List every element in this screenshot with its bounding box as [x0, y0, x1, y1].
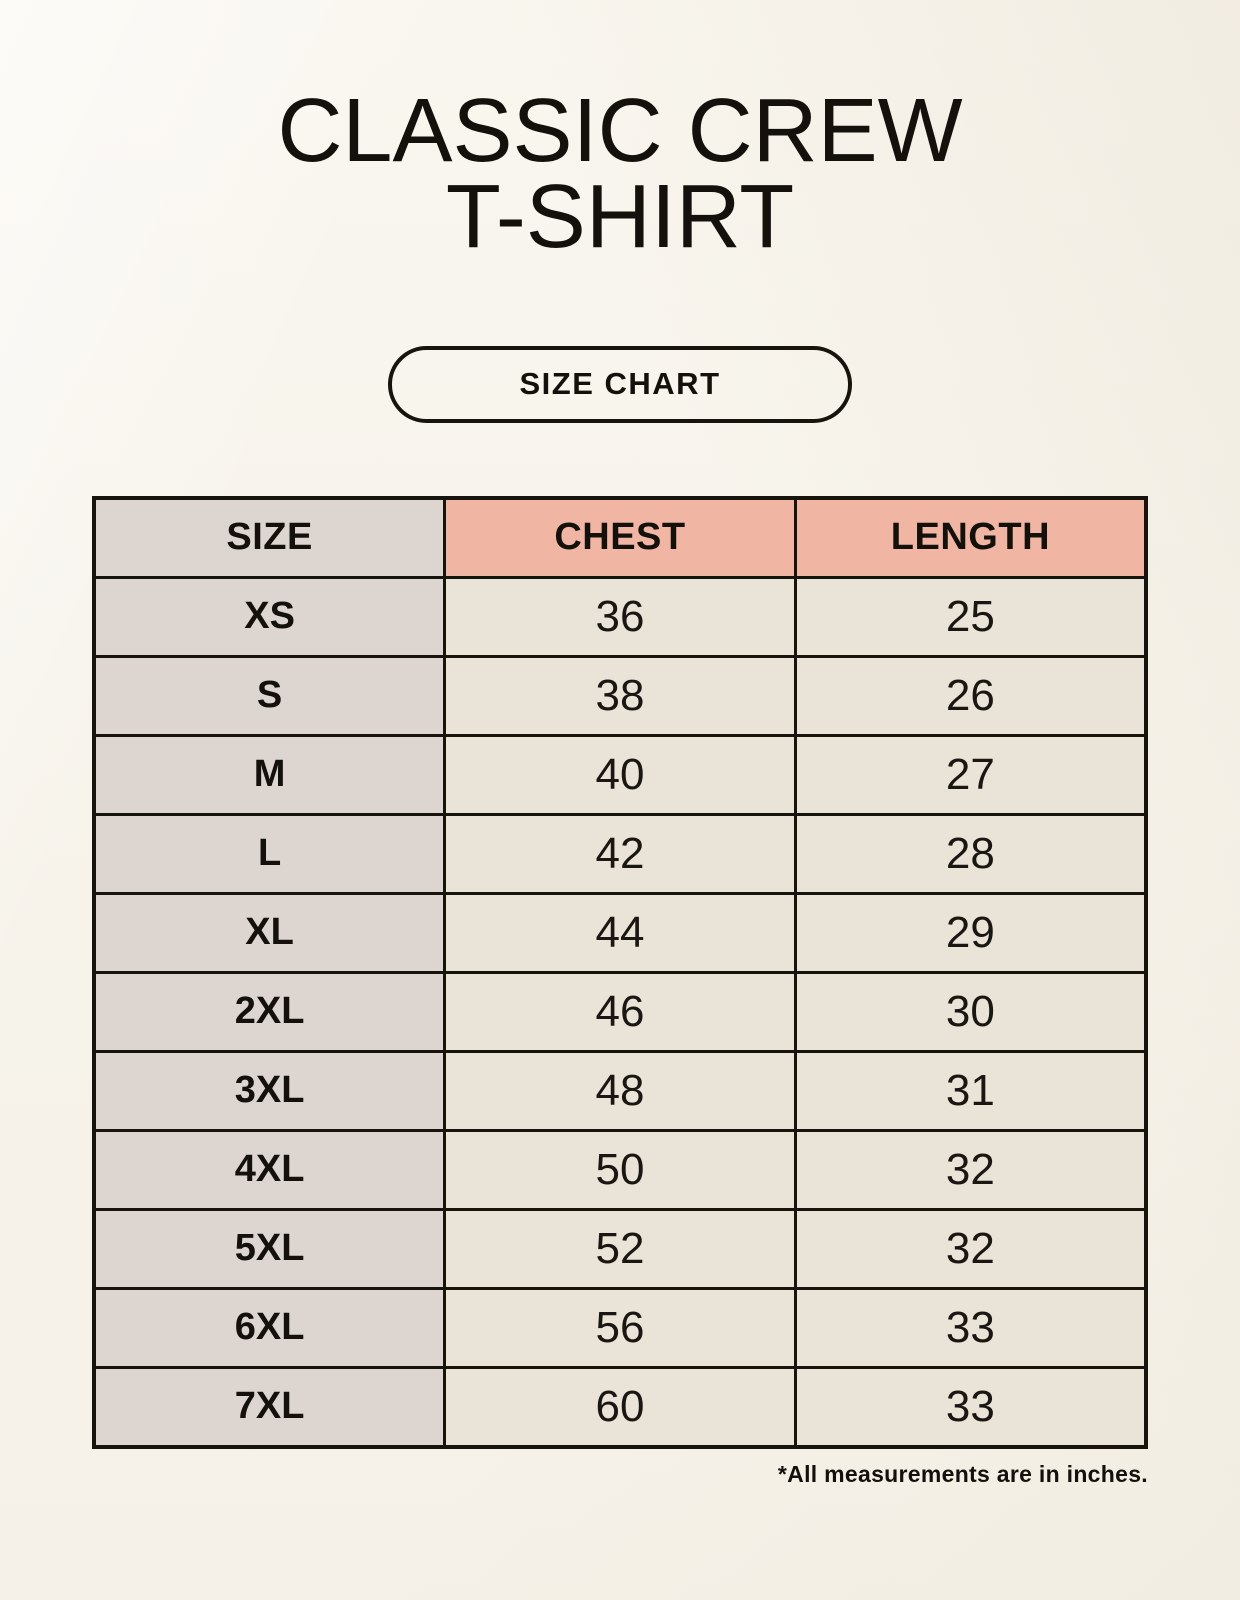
length-cell: 27	[793, 733, 1148, 816]
size-cell: 7XL	[92, 1365, 447, 1449]
size-chart-badge-label: SIZE CHART	[519, 366, 721, 402]
length-cell: 26	[793, 654, 1148, 737]
size-cell: 4XL	[92, 1128, 447, 1211]
chest-cell: 38	[443, 654, 797, 737]
table-row: XL 44 29	[92, 891, 1148, 974]
page-title-line-1: CLASSIC CREW	[277, 81, 963, 181]
table-row: M 40 27	[92, 733, 1148, 816]
chest-cell: 60	[443, 1365, 797, 1449]
table-row: S 38 26	[92, 654, 1148, 737]
length-cell: 30	[793, 970, 1148, 1053]
size-table-header: SIZE CHEST LENGTH	[92, 496, 1148, 579]
table-row: 6XL 56 33	[92, 1286, 1148, 1369]
page-title-line-2: T-SHIRT	[445, 167, 795, 268]
length-cell: 32	[793, 1128, 1148, 1211]
chest-cell: 48	[443, 1049, 797, 1132]
table-row: 7XL 60 33	[92, 1365, 1148, 1449]
size-chart-badge: SIZE CHART	[388, 345, 852, 423]
chest-cell: 46	[443, 970, 797, 1053]
length-cell: 29	[793, 891, 1148, 974]
length-cell: 33	[793, 1365, 1148, 1449]
length-cell: 31	[793, 1049, 1148, 1132]
table-row: 3XL 48 31	[92, 1049, 1148, 1132]
page-title: CLASSIC CREW T-SHIRT	[0, 0, 1240, 268]
size-cell: XL	[92, 891, 447, 974]
header-row: SIZE CHEST LENGTH	[92, 496, 1148, 579]
size-cell: L	[92, 812, 447, 895]
chest-cell: 52	[443, 1207, 797, 1290]
table-row: XS 36 25	[92, 575, 1148, 658]
size-cell: XS	[92, 575, 447, 658]
chest-cell: 36	[443, 575, 797, 658]
length-cell: 32	[793, 1207, 1148, 1290]
header-cell-length: LENGTH	[793, 496, 1148, 579]
chest-cell: 56	[443, 1286, 797, 1369]
header-cell-size: SIZE	[92, 496, 447, 579]
table-row: 4XL 50 32	[92, 1128, 1148, 1211]
footnote-text: *All measurements are in inches.	[777, 1460, 1148, 1487]
size-table-body: XS 36 25 S 38 26 M 40 27 L 42 28 XL 44 2…	[92, 575, 1148, 1449]
size-chart-table: SIZE CHEST LENGTH XS 36 25 S 38 26 M 40 …	[92, 495, 1148, 1449]
chest-cell: 44	[443, 891, 797, 974]
size-cell: S	[92, 654, 447, 737]
size-cell: M	[92, 733, 447, 816]
chest-cell: 40	[443, 733, 797, 816]
length-cell: 33	[793, 1286, 1148, 1369]
table-row: 5XL 52 32	[92, 1207, 1148, 1290]
chest-cell: 50	[443, 1128, 797, 1211]
size-cell: 5XL	[92, 1207, 447, 1290]
size-cell: 3XL	[92, 1049, 447, 1132]
size-cell: 6XL	[92, 1286, 447, 1369]
length-cell: 25	[793, 575, 1148, 658]
length-cell: 28	[793, 812, 1148, 895]
footnote-container: *All measurements are in inches.	[92, 1461, 1148, 1488]
header-cell-chest: CHEST	[443, 496, 797, 579]
table-row: L 42 28	[92, 812, 1148, 895]
size-cell: 2XL	[92, 970, 447, 1053]
table-row: 2XL 46 30	[92, 970, 1148, 1053]
chest-cell: 42	[443, 812, 797, 895]
